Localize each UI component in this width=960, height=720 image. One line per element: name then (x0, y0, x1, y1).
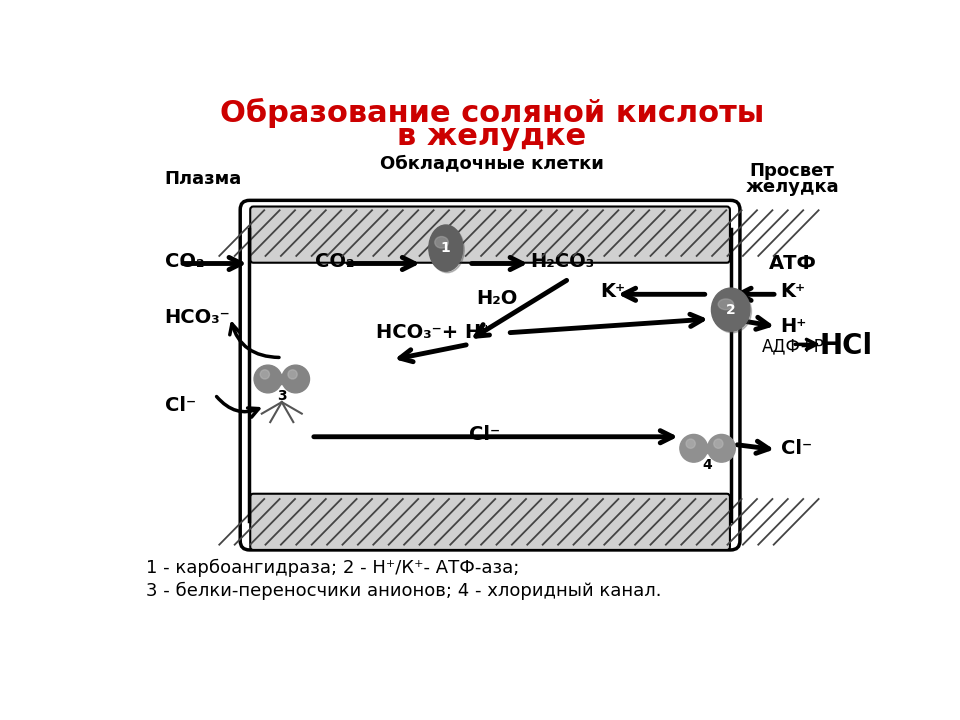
Circle shape (713, 439, 723, 449)
Ellipse shape (435, 237, 448, 248)
Circle shape (708, 434, 735, 462)
Text: CO₂: CO₂ (315, 252, 354, 271)
Ellipse shape (429, 225, 463, 271)
Ellipse shape (711, 288, 750, 331)
Text: H₂CO₃: H₂CO₃ (531, 252, 594, 271)
Text: K⁺: K⁺ (780, 282, 805, 302)
Text: Cl⁻: Cl⁻ (165, 397, 196, 415)
Text: АТФ: АТФ (769, 254, 817, 273)
Text: 3: 3 (277, 389, 287, 403)
Text: 2: 2 (726, 302, 735, 317)
Text: HCl: HCl (819, 332, 873, 360)
Text: 1 - карбоангидраза; 2 - Н⁺/К⁺- АТФ-аза;: 1 - карбоангидраза; 2 - Н⁺/К⁺- АТФ-аза; (146, 559, 518, 577)
Circle shape (282, 365, 309, 393)
Circle shape (680, 434, 708, 462)
Ellipse shape (713, 289, 752, 333)
FancyBboxPatch shape (251, 207, 730, 263)
Text: Cl⁻: Cl⁻ (780, 438, 812, 458)
Text: K⁺: K⁺ (600, 282, 625, 302)
Text: Образование соляной кислоты: Образование соляной кислоты (220, 99, 764, 128)
Text: Cl⁻: Cl⁻ (468, 425, 500, 444)
Text: CO₂: CO₂ (165, 252, 204, 271)
FancyBboxPatch shape (251, 494, 730, 550)
Text: H₂O: H₂O (476, 289, 518, 307)
Circle shape (686, 439, 695, 449)
Text: H⁺: H⁺ (780, 317, 807, 336)
Ellipse shape (718, 299, 733, 310)
Text: Просвет: Просвет (750, 162, 835, 180)
Text: 1: 1 (441, 241, 450, 255)
Text: HCO₃⁻+ H⁺: HCO₃⁻+ H⁺ (376, 323, 492, 342)
Text: желудка: желудка (746, 178, 839, 196)
Circle shape (254, 365, 282, 393)
FancyBboxPatch shape (240, 200, 740, 550)
Circle shape (288, 370, 298, 379)
Bar (694, 444, 722, 453)
Text: 3 - белки-переносчики анионов; 4 - хлоридный канал.: 3 - белки-переносчики анионов; 4 - хлори… (146, 582, 661, 600)
Text: Плазма: Плазма (165, 170, 242, 188)
Text: АДФ+Р: АДФ+Р (761, 337, 825, 355)
Text: в желудке: в желудке (397, 122, 587, 151)
Bar (268, 374, 296, 384)
Text: Обкладочные клетки: Обкладочные клетки (380, 154, 604, 172)
Ellipse shape (430, 227, 465, 273)
Text: 4: 4 (703, 458, 712, 472)
Circle shape (260, 370, 270, 379)
Text: HCO₃⁻: HCO₃⁻ (165, 308, 230, 327)
